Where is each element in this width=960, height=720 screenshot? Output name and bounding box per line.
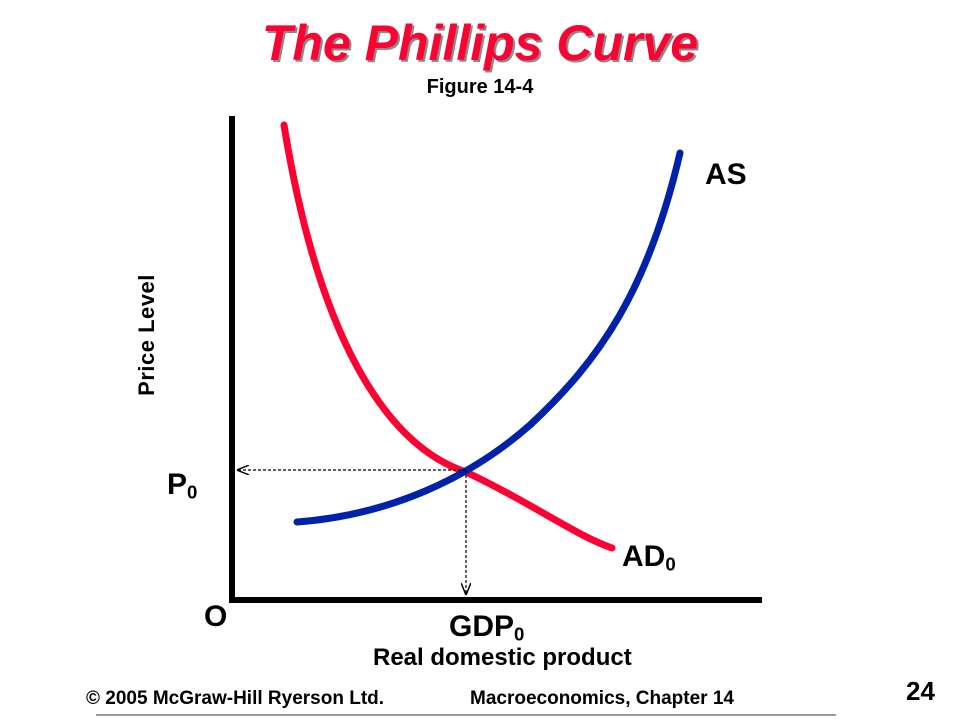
y-axis-label: Price Level <box>134 274 159 396</box>
ad-label: AD0 <box>622 540 676 575</box>
page-number: 24 <box>906 676 935 706</box>
equilibrium-gdp-label: GDP0 <box>449 610 525 645</box>
footer-copyright: © 2005 McGraw-Hill Ryerson Ltd. <box>86 688 385 709</box>
origin-label: O <box>204 600 228 633</box>
slide-title: The Phillips Curve <box>261 15 699 71</box>
footer-divider <box>96 714 836 716</box>
as-label: AS <box>705 158 747 191</box>
as-curve <box>293 149 684 526</box>
ad-curve <box>280 121 616 552</box>
figure-caption: Figure 14-4 <box>426 76 534 98</box>
footer-course: Macroeconomics, Chapter 14 <box>470 688 734 709</box>
x-axis-label: Real domestic product <box>373 644 632 671</box>
equilibrium-price-label: P0 <box>167 468 198 503</box>
